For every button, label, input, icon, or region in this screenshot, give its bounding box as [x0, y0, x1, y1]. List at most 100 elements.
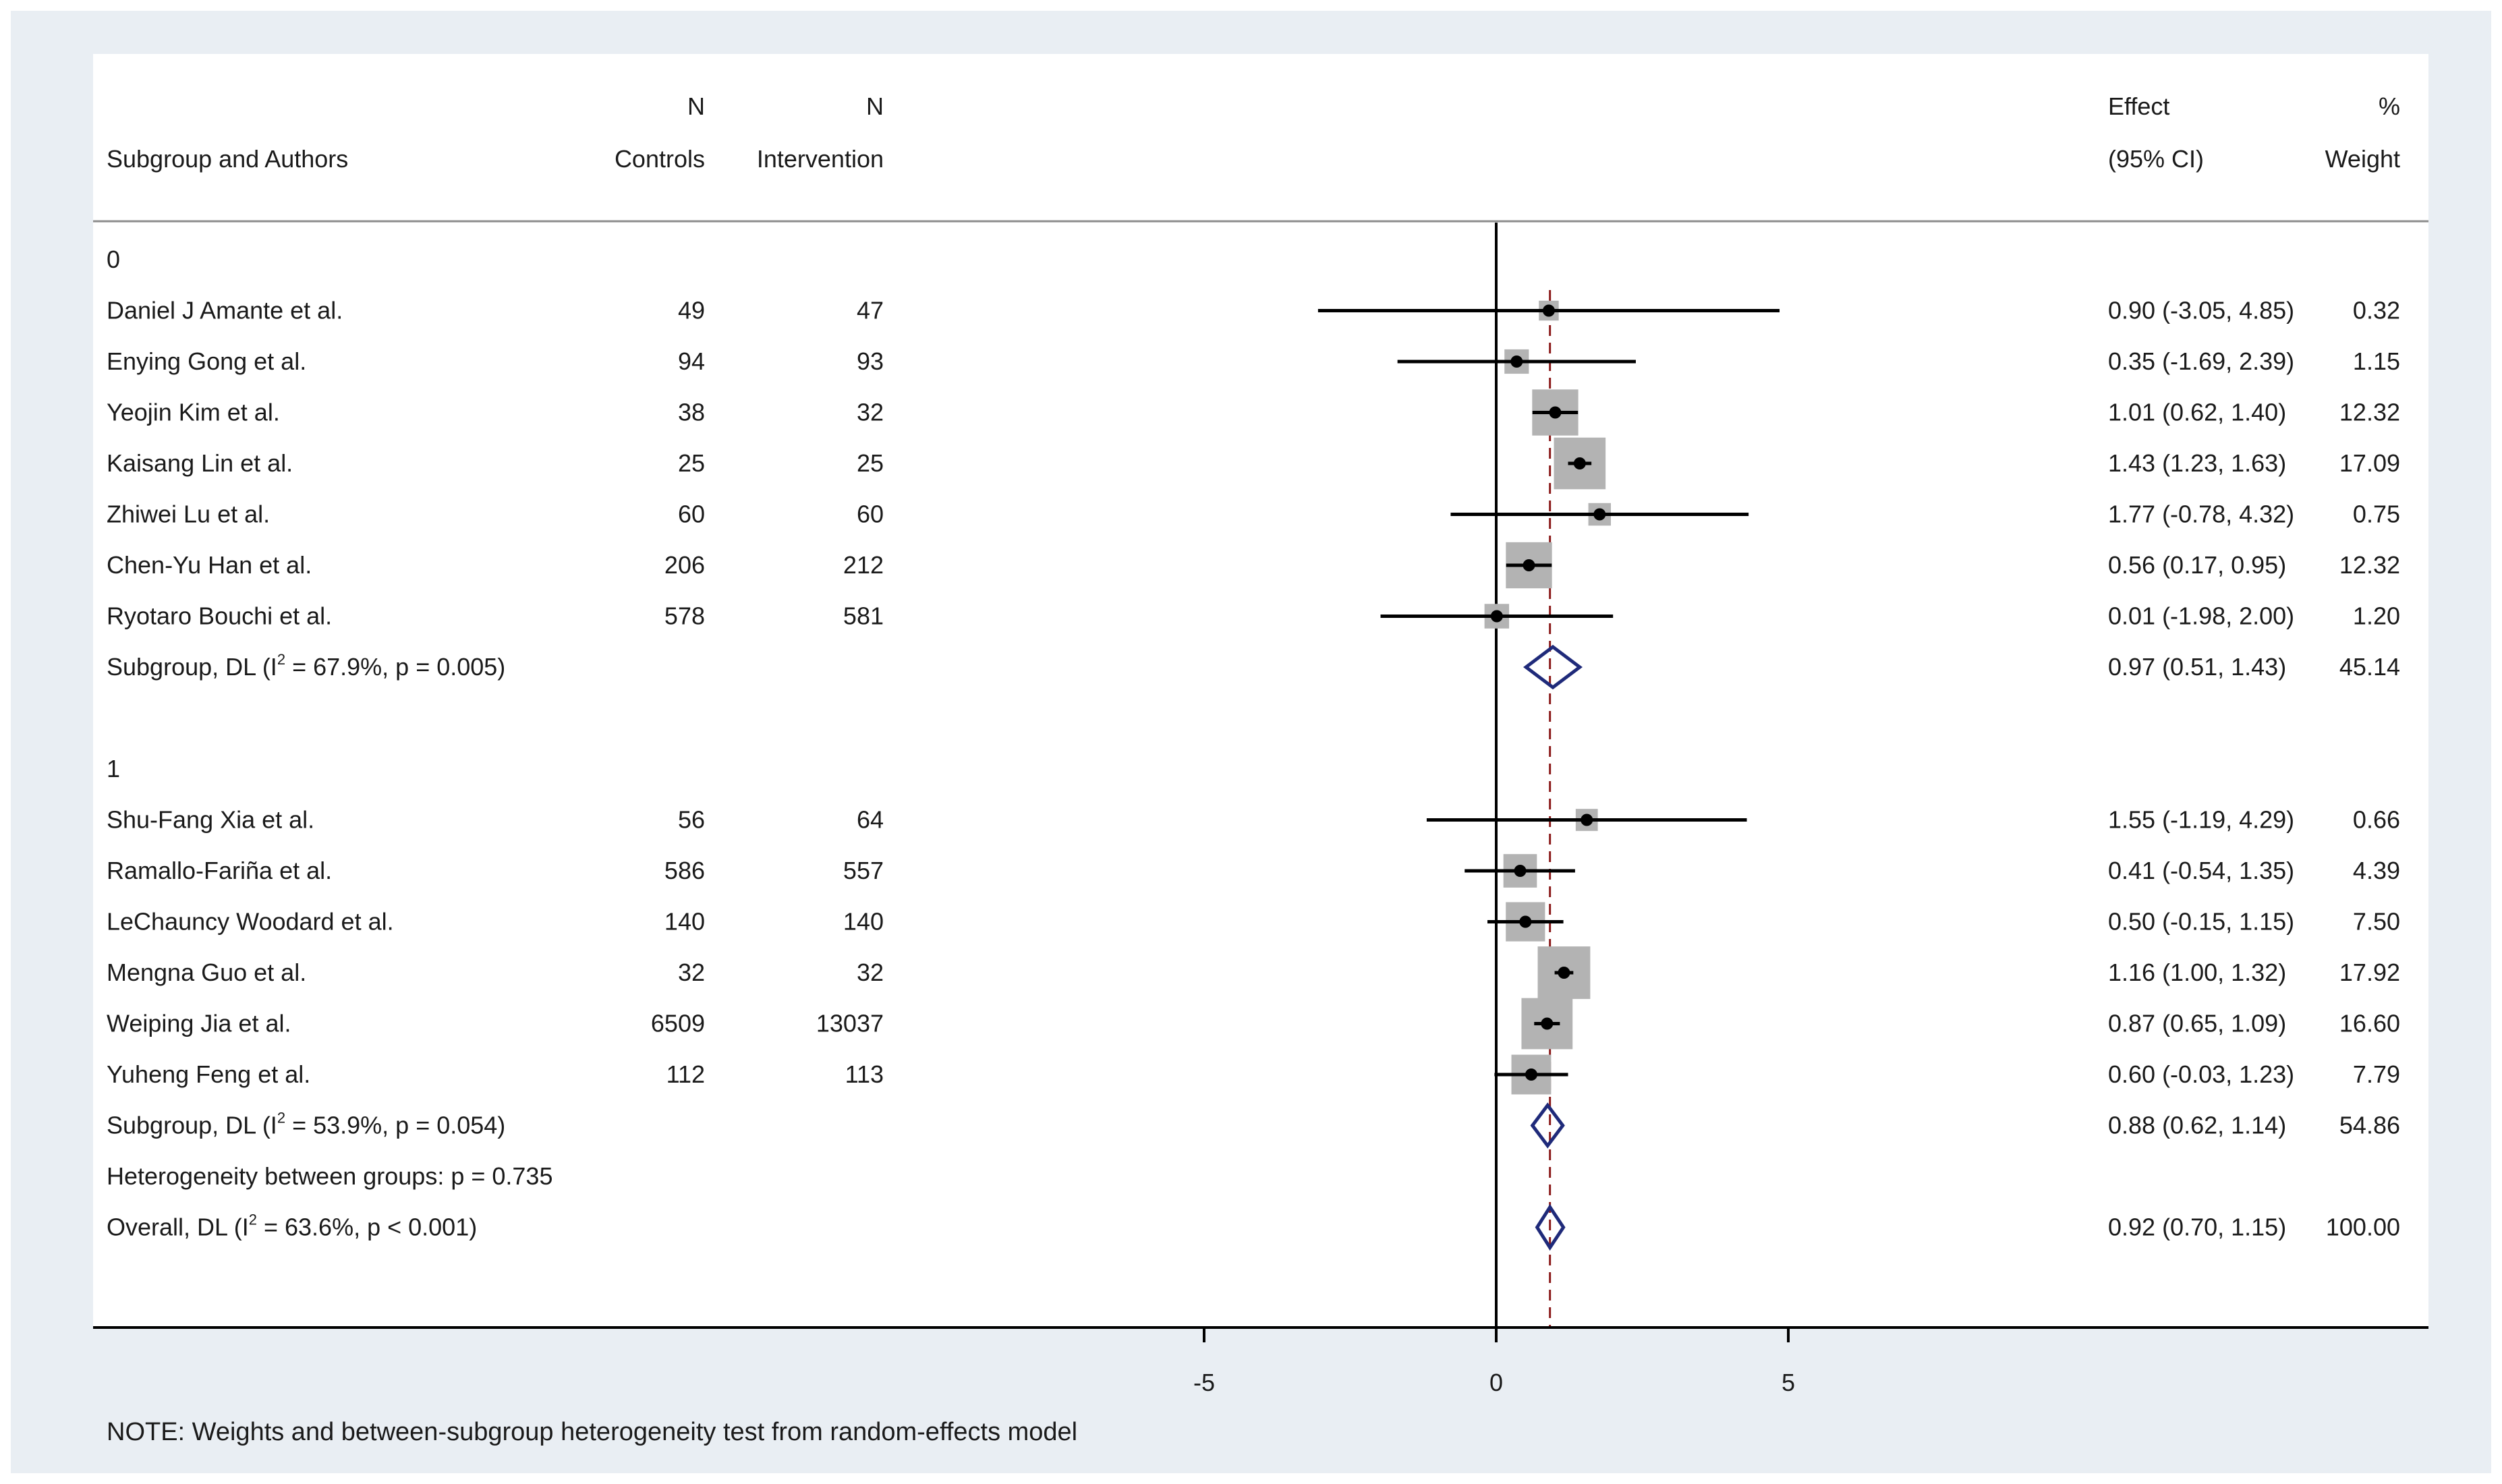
overall-label-pre: Overall, DL (I — [107, 1214, 249, 1241]
table-text-layer: 0 Daniel J Amante et al. 49 47 0.90 (-3.05, … — [107, 246, 2400, 1241]
study-controls: 32 — [678, 959, 705, 986]
subgroup-diamond — [1530, 1102, 1565, 1149]
study-controls: 112 — [666, 1060, 705, 1088]
study-author: Enying Gong et al. — [107, 347, 306, 375]
study-author: Zhiwei Lu et al. — [107, 501, 270, 528]
study-weight: 7.79 — [2353, 1060, 2400, 1088]
study-controls: 25 — [678, 449, 705, 477]
study-weight: 4.39 — [2353, 857, 2400, 884]
study-effect-ci: 0.60 (-0.03, 1.23) — [2108, 1060, 2294, 1088]
study-effect-ci: 1.55 (-1.19, 4.29) — [2108, 806, 2294, 834]
header-controls: Controls — [615, 145, 705, 173]
study-intervention: 60 — [857, 501, 884, 528]
subgroup-label-pre: Subgroup, DL (I — [107, 1112, 277, 1139]
header-percent: % — [2379, 92, 2400, 120]
study-controls: 6509 — [651, 1010, 705, 1037]
study-point — [1573, 457, 1586, 469]
study-weight: 12.32 — [2339, 399, 2400, 426]
overall-weight: 100.00 — [2326, 1214, 2400, 1241]
study-intervention: 32 — [857, 399, 884, 426]
study-effect-ci: 0.41 (-0.54, 1.35) — [2108, 857, 2294, 884]
study-effect-ci: 1.43 (1.23, 1.63) — [2108, 449, 2286, 477]
study-controls: 140 — [664, 908, 705, 936]
study-intervention: 212 — [843, 551, 884, 579]
plot-layer — [1317, 223, 1780, 1326]
overall-label-sup: 2 — [249, 1211, 257, 1228]
study-intervention: 140 — [843, 908, 884, 936]
study-controls: 56 — [678, 806, 705, 834]
study-weight: 17.09 — [2339, 449, 2400, 477]
x-tick-label: 5 — [1782, 1369, 1795, 1396]
study-weight: 7.50 — [2353, 908, 2400, 936]
header-n-intervention: N — [866, 92, 884, 120]
study-effect-ci: 0.90 (-3.05, 4.85) — [2108, 297, 2294, 324]
study-point — [1514, 865, 1527, 877]
study-point — [1541, 1017, 1554, 1030]
study-weight: 1.20 — [2353, 602, 2400, 630]
study-intervention: 25 — [857, 449, 884, 477]
study-weight: 0.66 — [2353, 806, 2400, 834]
table-header: N N Subgroup and Authors Controls Interv… — [107, 92, 2400, 173]
study-effect-ci: 1.01 (0.62, 1.40) — [2108, 399, 2286, 426]
study-author: Weiping Jia et al. — [107, 1010, 291, 1037]
overall-diamond — [1535, 1203, 1566, 1251]
study-controls: 578 — [664, 602, 705, 630]
heterogeneity-text: Heterogeneity between groups: p = 0.735 — [107, 1162, 552, 1190]
study-author: Ryotaro Bouchi et al. — [107, 602, 332, 630]
study-weight: 16.60 — [2339, 1010, 2400, 1037]
study-intervention: 581 — [843, 602, 884, 630]
study-intervention: 13037 — [816, 1010, 884, 1037]
subgroup-label-post: = 53.9%, p = 0.054) — [285, 1112, 505, 1139]
study-intervention: 93 — [857, 347, 884, 375]
study-controls: 60 — [678, 501, 705, 528]
header-n-controls: N — [687, 92, 705, 120]
study-point — [1490, 610, 1503, 623]
header-weight: Weight — [2325, 145, 2400, 173]
subgroup-label-sup: 2 — [277, 1110, 285, 1126]
study-point — [1593, 508, 1606, 521]
study-point — [1523, 559, 1535, 571]
subgroup-diamond — [1523, 644, 1583, 690]
study-controls: 38 — [678, 399, 705, 426]
study-weight: 12.32 — [2339, 551, 2400, 579]
subgroup-effect-ci: 0.88 (0.62, 1.14) — [2108, 1112, 2286, 1139]
study-effect-ci: 0.87 (0.65, 1.09) — [2108, 1010, 2286, 1037]
study-intervention: 113 — [845, 1060, 884, 1088]
subgroup-label: Subgroup, DL (I2 = 67.9%, p = 0.005) — [107, 651, 505, 681]
x-tick-label: -5 — [1193, 1369, 1215, 1396]
study-author: Chen-Yu Han et al. — [107, 551, 312, 579]
study-author: Yuheng Feng et al. — [107, 1060, 310, 1088]
study-controls: 49 — [678, 297, 705, 324]
header-effect: Effect — [2108, 92, 2169, 120]
group-label: 1 — [107, 755, 120, 782]
study-author: LeChauncy Woodard et al. — [107, 908, 394, 936]
study-controls: 94 — [678, 347, 705, 375]
study-intervention: 557 — [843, 857, 884, 884]
study-intervention: 32 — [857, 959, 884, 986]
study-point — [1519, 915, 1532, 928]
study-effect-ci: 1.77 (-0.78, 4.32) — [2108, 501, 2294, 528]
header-intervention: Intervention — [757, 145, 884, 173]
overall-label-post: = 63.6%, p < 0.001) — [257, 1214, 477, 1241]
subgroup-weight: 45.14 — [2339, 653, 2400, 681]
study-author: Daniel J Amante et al. — [107, 297, 343, 324]
plot-panel — [93, 54, 2428, 1329]
group-label: 0 — [107, 246, 120, 273]
study-point — [1525, 1068, 1537, 1081]
study-point — [1581, 814, 1593, 826]
study-intervention: 47 — [857, 297, 884, 324]
study-weight: 0.75 — [2353, 501, 2400, 528]
study-effect-ci: 0.35 (-1.69, 2.39) — [2108, 347, 2294, 375]
study-point — [1510, 355, 1523, 368]
subgroup-effect-ci: 0.97 (0.51, 1.43) — [2108, 653, 2286, 681]
study-author: Mengna Guo et al. — [107, 959, 306, 986]
study-effect-ci: 0.56 (0.17, 0.95) — [2108, 551, 2286, 579]
footnote: NOTE: Weights and between-subgroup heter… — [107, 1418, 1077, 1446]
overall-label: Overall, DL (I2 = 63.6%, p < 0.001) — [107, 1211, 477, 1241]
header-ci: (95% CI) — [2108, 145, 2204, 173]
study-controls: 206 — [664, 551, 705, 579]
subgroup-label-sup: 2 — [277, 651, 285, 668]
study-author: Ramallo-Fariña et al. — [107, 857, 332, 884]
